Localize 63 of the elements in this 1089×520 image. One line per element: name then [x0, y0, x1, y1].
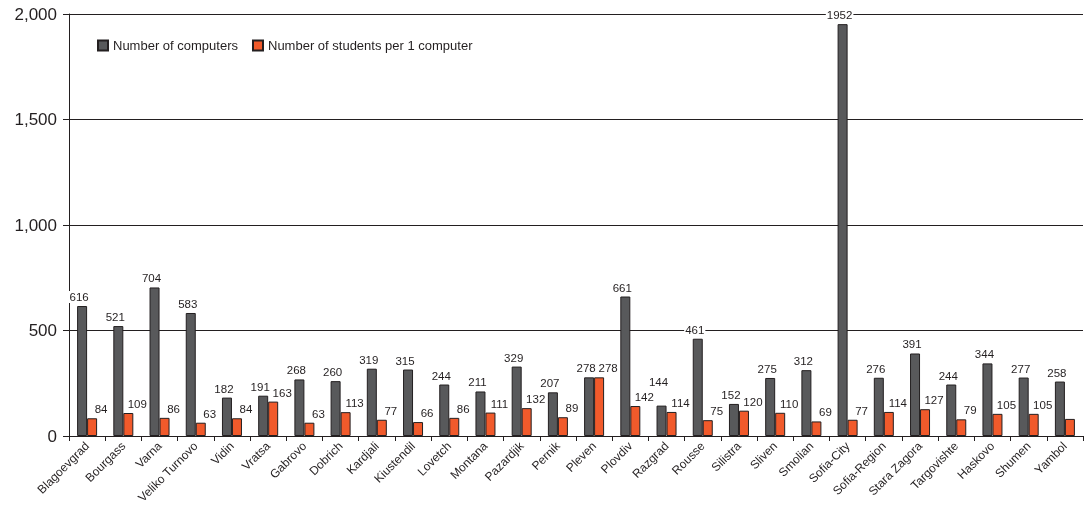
data-label: 63 [311, 407, 325, 420]
data-label: 244 [938, 369, 959, 382]
data-label: 86 [167, 402, 180, 415]
data-label: 63 [203, 407, 217, 420]
y-tick-label: 1,500 [14, 110, 57, 129]
data-label: 105 [996, 398, 1017, 411]
data-label: 84 [94, 403, 109, 416]
data-label: 329 [504, 351, 524, 364]
data-label: 84 [239, 403, 253, 416]
data-label: 258 [1047, 366, 1067, 379]
data-label: 132 [526, 393, 546, 406]
data-label: 278 [576, 362, 596, 375]
data-label: 152 [721, 388, 741, 401]
x-tick-label: Vidin [208, 439, 237, 468]
legend-label: Number of students per 1 computer [267, 38, 474, 53]
data-label: 661 [612, 281, 632, 294]
y-tick-label: 2,000 [14, 4, 57, 24]
data-label: 391 [902, 338, 922, 351]
data-label: 244 [431, 369, 452, 382]
data-label: 163 [272, 386, 292, 399]
data-label: 319 [359, 353, 379, 366]
data-label: 704 [141, 272, 162, 285]
data-label: 77 [384, 404, 398, 417]
data-label: 111 [490, 397, 509, 410]
data-label: 144 [648, 376, 669, 389]
data-label: 521 [105, 311, 125, 324]
data-label: 278 [598, 362, 618, 375]
data-label: 211 [468, 376, 487, 389]
data-label: 276 [866, 362, 886, 375]
data-label: 583 [178, 297, 198, 310]
data-label: 105 [1033, 398, 1053, 411]
data-label: 207 [540, 377, 560, 390]
data-label: 114 [888, 396, 908, 409]
data-label: 260 [323, 366, 343, 379]
data-label: 66 [420, 407, 434, 420]
data-label: 114 [671, 396, 691, 409]
data-label: 275 [757, 362, 777, 375]
data-label: 79 [963, 404, 977, 417]
data-label: 127 [924, 394, 944, 407]
y-tick-label: 1,000 [14, 215, 57, 235]
legend-label: Number of computers [113, 38, 239, 53]
data-label: 191 [250, 380, 270, 393]
data-label: 616 [69, 291, 89, 304]
data-label: 113 [345, 397, 364, 410]
data-label: 315 [395, 354, 415, 367]
data-label: 120 [743, 395, 763, 408]
data-label: 1952 [826, 9, 853, 22]
data-label: 344 [974, 348, 995, 361]
data-label: 142 [634, 391, 654, 404]
data-label: 182 [214, 382, 234, 395]
data-label: 75 [710, 405, 724, 418]
data-label: 89 [565, 402, 579, 415]
data-label: 277 [1011, 362, 1031, 375]
data-label: 268 [286, 364, 306, 377]
y-tick-label: 0 [47, 426, 57, 446]
data-label: 312 [793, 355, 813, 368]
data-label: 77 [855, 404, 869, 417]
data-label: 69 [818, 406, 832, 419]
data-label: 86 [456, 402, 470, 415]
data-label: 110 [780, 397, 799, 410]
data-label: 109 [127, 398, 147, 410]
data-label: 461 [685, 323, 705, 336]
y-tick-label: 500 [28, 321, 57, 340]
